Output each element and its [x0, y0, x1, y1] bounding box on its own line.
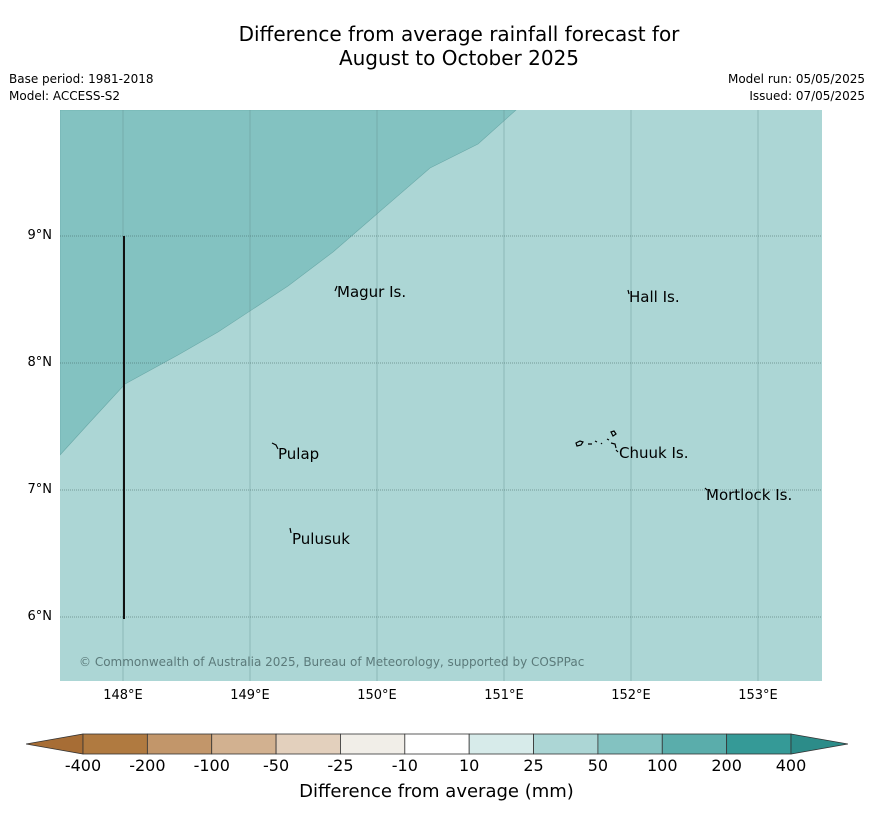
- colorbar-tick-label: 25: [523, 756, 544, 775]
- map-canvas: [60, 110, 822, 681]
- colorbar-segment: [82, 733, 148, 755]
- colorbar-segment: [146, 733, 213, 755]
- lon-label-153e: 153°E: [738, 688, 778, 703]
- copyright-notice: © Commonwealth of Australia 2025, Bureau…: [79, 655, 585, 669]
- colorbar-tick-label: 50: [587, 756, 609, 775]
- colorbar-segment: [340, 733, 406, 755]
- lon-label-148e: 148°E: [103, 688, 143, 703]
- colorbar-segment: [597, 733, 663, 755]
- place-mortlock: Mortlock Is.: [706, 486, 793, 504]
- lat-label-9n: 9°N: [27, 228, 53, 243]
- colorbar-extend-low: [26, 733, 84, 755]
- lon-label-151e: 151°E: [484, 688, 524, 703]
- lat-label-6n: 6°N: [27, 609, 53, 624]
- lat-label-7n: 7°N: [27, 482, 53, 497]
- colorbar-tick-label: 400: [775, 756, 807, 775]
- title-line-2: August to October 2025: [338, 46, 580, 70]
- colorbar-extend-high: [790, 733, 848, 755]
- base-period: Base period: 1981-2018: [9, 72, 154, 86]
- colorbar-segment: [211, 733, 277, 755]
- meta-right: Model run: 05/05/2025 Issued: 07/05/2025: [728, 71, 865, 105]
- region-50-100: [60, 110, 517, 456]
- colorbar-segment: [661, 733, 728, 755]
- title-line-1: Difference from average rainfall forecas…: [238, 22, 680, 46]
- model-run: Model run: 05/05/2025: [727, 72, 865, 86]
- place-pulap: Pulap: [278, 445, 320, 463]
- colorbar-segment: [533, 733, 599, 755]
- colorbar-segment: [275, 733, 341, 755]
- map-panel[interactable]: Magur Is. Hall Is. Pulap Chuuk Is. Mortl…: [60, 110, 822, 681]
- lat-label-8n: 8°N: [27, 355, 53, 370]
- colorbar-tick-label: 100: [646, 756, 678, 775]
- colorbar-tick-label: -100: [193, 756, 230, 775]
- lon-label-152e: 152°E: [611, 688, 651, 703]
- meta-left: Base period: 1981-2018 Model: ACCESS-S2: [9, 71, 154, 105]
- place-hall: Hall Is.: [629, 288, 680, 306]
- colorbar-tick-label: -400: [64, 756, 102, 775]
- issued-date: Issued: 07/05/2025: [749, 89, 865, 103]
- colorbar-tick-label: -200: [129, 756, 166, 775]
- place-magur: Magur Is.: [337, 283, 407, 301]
- colorbar-segment: [468, 733, 534, 755]
- island-outlines: [271, 285, 708, 534]
- place-pulusuk: Pulusuk: [292, 530, 350, 548]
- colorbar-title: Difference from average (mm): [299, 781, 574, 802]
- chart-title: Difference from average rainfall forecas…: [0, 22, 873, 70]
- colorbar-segment: [404, 733, 470, 755]
- colorbar-segment: [726, 733, 792, 755]
- colorbar-segments: [82, 733, 792, 755]
- lon-label-150e: 150°E: [357, 688, 397, 703]
- model-name: Model: ACCESS-S2: [9, 89, 121, 103]
- lat-gridlines: [60, 235, 822, 618]
- colorbar-tick-label: 10: [458, 756, 480, 775]
- place-chuuk: Chuuk Is.: [619, 444, 689, 462]
- colorbar-tick-label: -50: [263, 756, 290, 775]
- colorbar-tick-label: -10: [391, 756, 418, 775]
- colorbar-tick-label: 200: [711, 756, 742, 775]
- colorbar-tick-label: -25: [327, 756, 354, 775]
- lon-label-149e: 149°E: [230, 688, 270, 703]
- colorbar: [26, 733, 848, 755]
